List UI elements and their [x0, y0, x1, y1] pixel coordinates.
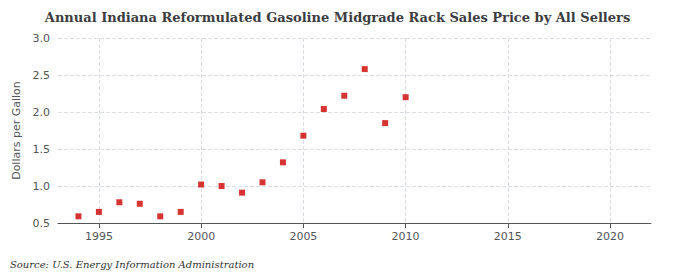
svg-text:2010: 2010 [392, 230, 420, 243]
svg-text:3.0: 3.0 [33, 32, 51, 45]
svg-text:Dollars per Gallon: Dollars per Gallon [10, 81, 23, 180]
svg-text:1.0: 1.0 [33, 180, 51, 193]
svg-text:2.0: 2.0 [33, 106, 51, 119]
svg-text:2015: 2015 [494, 230, 522, 243]
svg-text:1995: 1995 [85, 230, 113, 243]
svg-text:Annual Indiana Reformulated Ga: Annual Indiana Reformulated Gasoline Mid… [44, 10, 630, 25]
svg-text:0.5: 0.5 [33, 217, 51, 230]
svg-text:1.5: 1.5 [33, 143, 51, 156]
svg-text:2005: 2005 [289, 230, 317, 243]
svg-text:2020: 2020 [596, 230, 624, 243]
svg-text:2.5: 2.5 [33, 69, 51, 82]
svg-text:2000: 2000 [187, 230, 215, 243]
svg-text:Source: U.S. Energy Informatio: Source: U.S. Energy Information Administ… [10, 259, 254, 270]
